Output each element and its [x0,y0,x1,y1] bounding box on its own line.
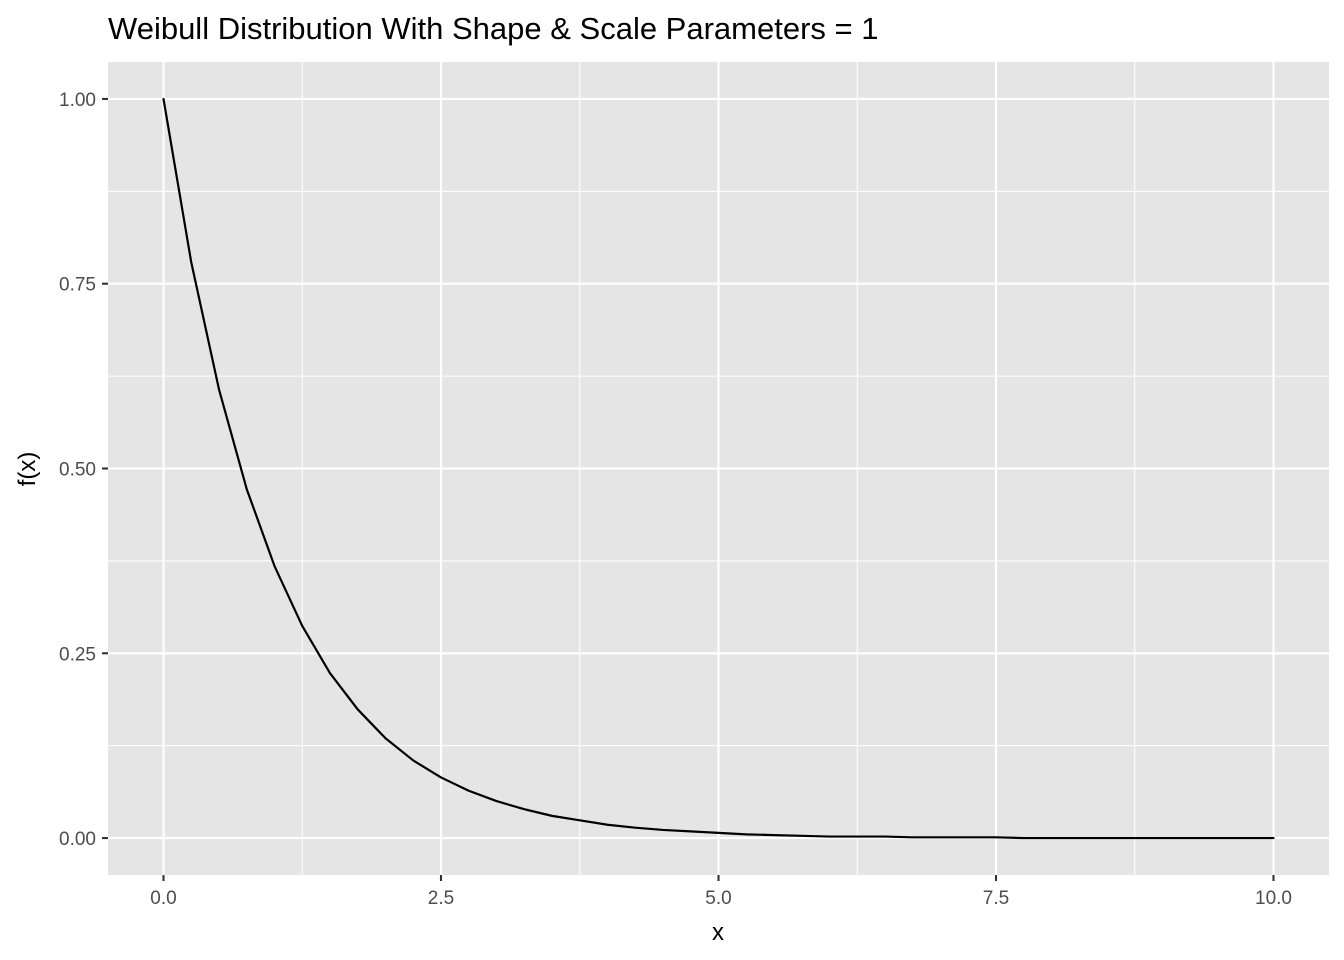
y-axis-title: f(x) [14,452,41,487]
grid-lines [108,62,1329,875]
y-tick-label: 0.00 [59,829,96,850]
x-tick-label: 0.0 [150,888,176,909]
y-tick-label: 0.25 [59,644,96,665]
y-tick-label: 1.00 [59,90,96,111]
x-tick-label: 5.0 [705,888,731,909]
x-tick-label: 2.5 [428,888,454,909]
x-tick-label: 10.0 [1255,888,1292,909]
axis-ticks [102,97,1275,881]
chart-title: Weibull Distribution With Shape & Scale … [108,11,878,46]
series-layer [162,97,1275,840]
axis-tick-labels: 0.0 2.5 5.0 7.5 10.0 0.00 0.25 0.50 0.75 1.00 [59,90,1292,909]
x-tick-label: 7.5 [983,888,1009,909]
x-axis-title: x [712,919,724,946]
density-curve-line [162,97,1275,840]
y-tick-label: 0.50 [59,460,96,481]
y-tick-label: 0.75 [59,275,96,296]
